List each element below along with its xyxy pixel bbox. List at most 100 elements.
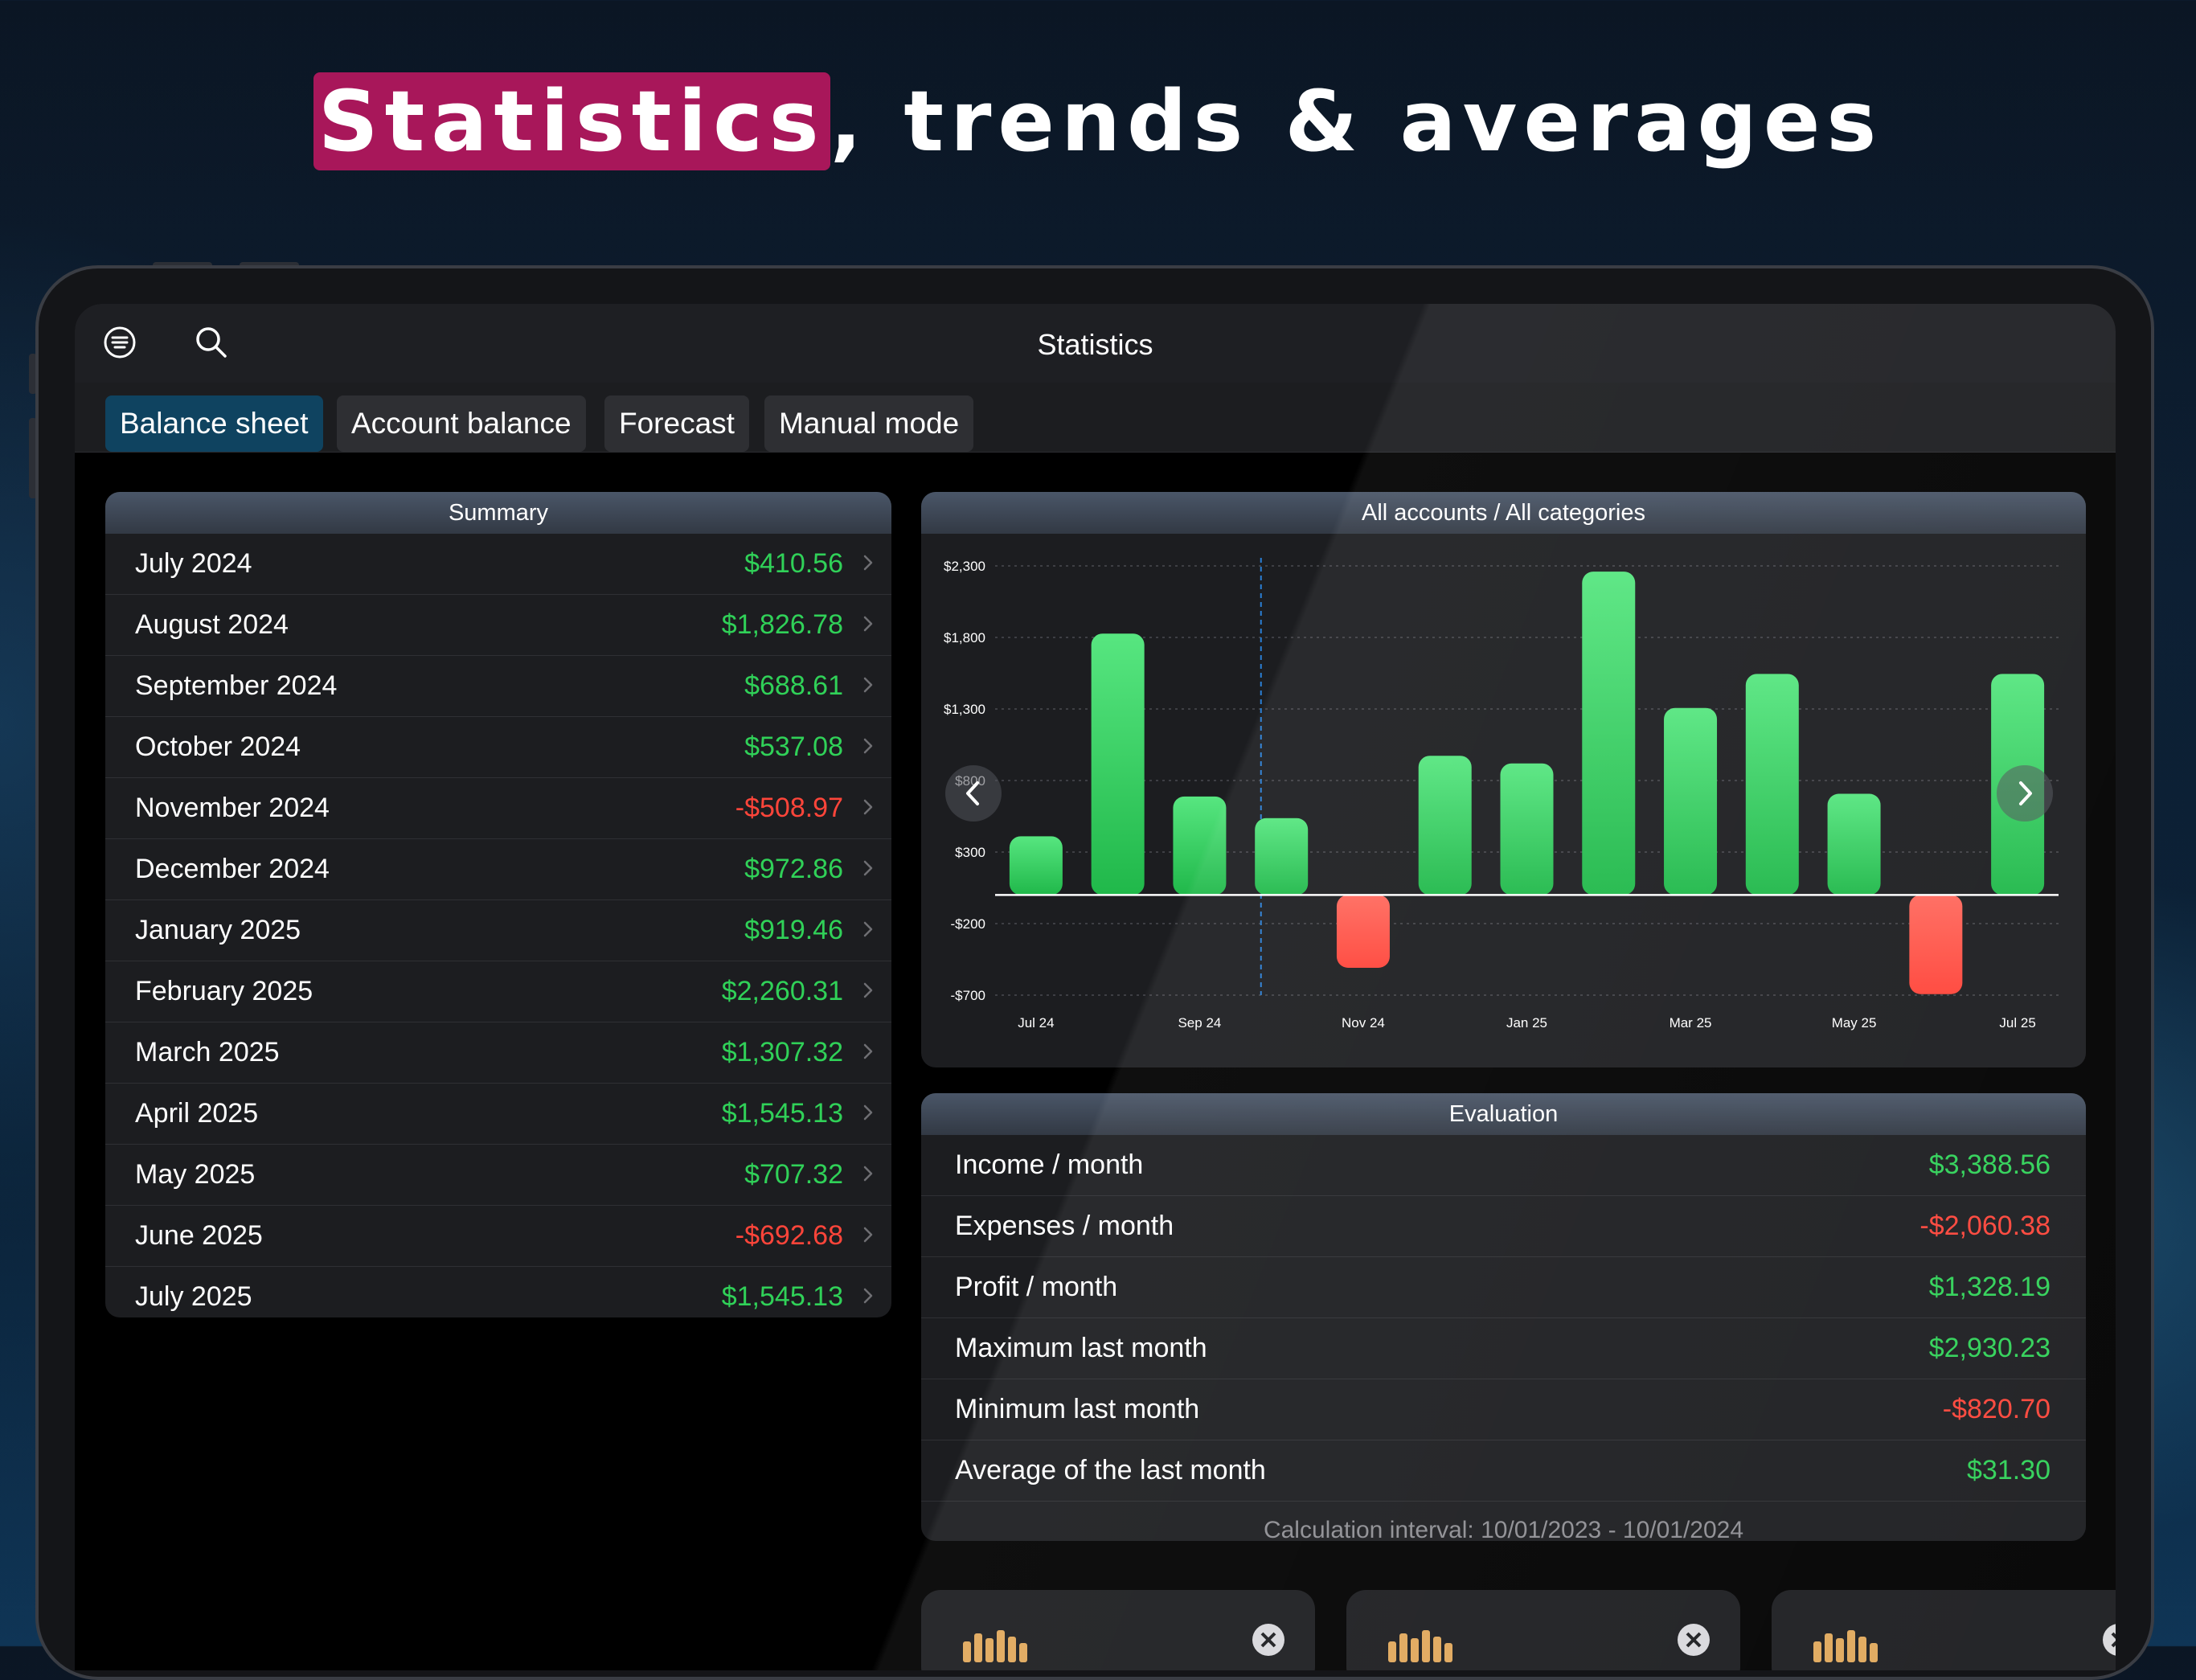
summary-row[interactable]: November 2024 -$508.97 [105,778,891,839]
summary-value: $1,826.78 [721,609,843,640]
y-tick-label: $2,300 [944,559,985,574]
navigation-bar: Statistics [75,304,2116,383]
summary-month: July 2025 [135,1281,252,1312]
close-icon[interactable] [2101,1622,2116,1657]
chart-bar [1418,756,1472,895]
summary-row[interactable]: January 2025 $919.46 [105,900,891,961]
summary-row[interactable]: August 2024 $1,826.78 [105,595,891,656]
bar-chart-icon [1388,1630,1452,1662]
tab-balance-sheet[interactable]: Balance sheet [105,395,323,452]
y-tick-label: $1,300 [944,702,985,717]
chevron-right-icon [863,1043,873,1059]
bar-chart-icon [1813,1630,1878,1662]
summary-row[interactable]: December 2024 $972.86 [105,839,891,900]
chevron-right-icon [863,982,873,998]
x-tick-label: Nov 24 [1342,1015,1385,1031]
y-tick-label: $1,800 [944,630,985,645]
summary-month: July 2024 [135,548,252,579]
evaluation-value: $31.30 [1967,1455,2051,1485]
close-icon[interactable] [1251,1622,1286,1657]
summary-row[interactable]: May 2025 $707.32 [105,1145,891,1206]
evaluation-row: Average of the last month $31.30 [921,1440,2086,1502]
summary-row[interactable]: February 2025 $2,260.31 [105,961,891,1022]
chart-next-button[interactable] [1997,765,2053,822]
device-side-button [29,418,37,498]
chevron-right-icon [2019,781,2032,805]
chevron-right-icon [863,555,873,571]
summary-value: $972.86 [744,854,843,884]
evaluation-value: -$2,060.38 [1919,1211,2051,1241]
summary-row[interactable]: July 2025 $1,545.13 [105,1267,891,1317]
summary-value: $537.08 [744,731,843,762]
headline: Statistics, trends & averages [0,72,2196,170]
evaluation-label: Minimum last month [955,1394,1200,1424]
summary-month: March 2025 [135,1037,280,1067]
summary-row[interactable]: September 2024 $688.61 [105,656,891,717]
chart-bar [1009,836,1063,895]
app-screen: Statistics Balance sheet Account balance… [75,304,2116,1670]
summary-month: November 2024 [135,793,330,823]
search-icon[interactable] [192,323,231,362]
summary-row[interactable]: March 2025 $1,307.32 [105,1022,891,1084]
evaluation-header: Evaluation [921,1093,2086,1135]
chart-bar [1500,763,1554,895]
chart-bar [1827,793,1881,895]
y-tick-label: -$700 [951,988,985,1003]
chart-panel: All accounts / All categories $2,300 $1,8… [921,492,2086,1067]
chevron-right-icon [863,1288,873,1304]
summary-value: $919.46 [744,915,843,945]
summary-row[interactable]: October 2024 $537.08 [105,717,891,778]
evaluation-label: Average of the last month [955,1455,1266,1485]
summary-value: $1,545.13 [721,1098,843,1129]
evaluation-row: Maximum last month $2,930.23 [921,1318,2086,1379]
chart-bar [1909,895,1963,994]
mini-chart-card[interactable] [1346,1590,1740,1670]
tab-bar: Balance sheet Account balance Forecast M… [75,383,2116,453]
y-tick-label: -$200 [951,916,985,932]
chevron-right-icon [863,616,873,632]
y-tick-label: $300 [955,845,985,860]
page-title: Statistics [1037,328,1153,361]
balance-bar-chart: $2,300$1,800$1,300$800$300-$200-$700Jul … [944,558,2059,1031]
chevron-right-icon [863,860,873,876]
x-tick-label: Mar 25 [1670,1015,1712,1031]
summary-month: August 2024 [135,609,289,640]
evaluation-label: Expenses / month [955,1211,1174,1241]
mini-chart-card[interactable] [921,1590,1315,1670]
summary-value: $2,260.31 [721,976,843,1006]
summary-header: Summary [105,492,891,534]
evaluation-value: -$820.70 [1942,1394,2051,1424]
evaluation-panel: Evaluation Income / month $3,388.56 Expens… [921,1093,2086,1541]
evaluation-row: Income / month $3,388.56 [921,1135,2086,1196]
summary-value: $1,545.13 [721,1281,843,1312]
tab-forecast[interactable]: Forecast [604,395,749,452]
chart-previous-button[interactable] [945,765,1002,822]
device-side-button [29,354,37,394]
summary-value: $410.56 [744,548,843,579]
mini-chart-card[interactable] [1772,1590,2116,1670]
summary-row[interactable]: April 2025 $1,545.13 [105,1084,891,1145]
close-icon[interactable] [1676,1622,1711,1657]
summary-month: September 2024 [135,670,338,701]
evaluation-row: Expenses / month -$2,060.38 [921,1196,2086,1257]
summary-row[interactable]: June 2025 -$692.68 [105,1206,891,1267]
chart-bar [1336,895,1390,968]
evaluation-value: $3,388.56 [1928,1149,2051,1180]
chevron-right-icon [863,738,873,754]
summary-row[interactable]: July 2024 $410.56 [105,534,891,595]
x-tick-label: Jul 24 [1018,1015,1054,1031]
summary-value: -$508.97 [735,793,843,823]
menu-icon[interactable] [100,323,139,362]
tab-account-balance[interactable]: Account balance [337,395,586,452]
x-tick-label: Jul 25 [1999,1015,2035,1031]
summary-month: October 2024 [135,731,301,762]
evaluation-row: Minimum last month -$820.70 [921,1379,2086,1440]
evaluation-list: Income / month $3,388.56 Expenses / month -… [921,1135,2086,1502]
chart-bar [1745,674,1799,895]
evaluation-label: Maximum last month [955,1333,1207,1363]
tab-manual-mode[interactable]: Manual mode [764,395,974,452]
summary-month: February 2025 [135,976,313,1006]
bar-chart-icon [963,1630,1027,1662]
summary-panel: Summary July 2024 $410.56 August 2024 $1,82… [105,492,891,1317]
chevron-right-icon [863,1227,873,1243]
